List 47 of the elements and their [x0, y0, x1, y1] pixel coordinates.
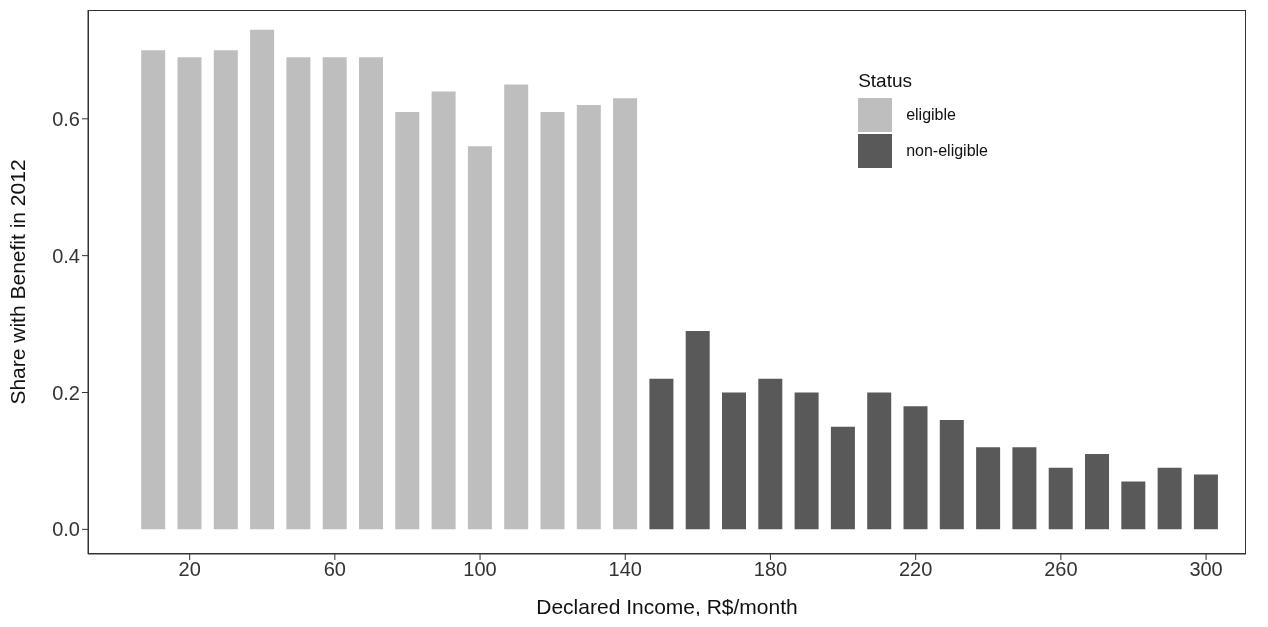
- bar: [177, 57, 202, 530]
- x-tick-label: 60: [323, 558, 346, 581]
- x-axis-title: Declared Income, R$/month: [536, 595, 798, 618]
- bar: [1012, 447, 1037, 530]
- x-tick-label: 220: [898, 558, 933, 581]
- bar: [867, 392, 892, 530]
- bar: [359, 57, 383, 530]
- bar: [939, 419, 964, 530]
- bar: [649, 378, 674, 530]
- x-tick-label: 180: [753, 558, 788, 581]
- bar: [976, 447, 1001, 530]
- bar: [794, 392, 819, 530]
- x-tick-label: 300: [1189, 558, 1223, 581]
- y-tick-label: 0.6: [52, 107, 80, 130]
- bar: [467, 146, 492, 530]
- legend-label: non-eligible: [906, 142, 988, 160]
- bar: [1157, 467, 1182, 530]
- bar: [141, 50, 166, 530]
- bar: [1048, 467, 1073, 530]
- x-tick-label: 260: [1044, 558, 1078, 581]
- bar: [685, 330, 710, 530]
- y-tick-label: 0.0: [52, 518, 80, 541]
- y-axis-title: Share with Benefit in 2012: [6, 159, 30, 405]
- bar: [213, 50, 238, 530]
- x-tick-label: 100: [463, 558, 497, 581]
- bar: [830, 426, 855, 530]
- bar: [504, 84, 529, 530]
- bar: [250, 29, 275, 530]
- bar: [1085, 454, 1110, 530]
- bar: [286, 57, 311, 530]
- bar: [576, 105, 601, 530]
- bar: [1193, 474, 1218, 530]
- bar: [431, 91, 456, 530]
- y-tick-label: 0.2: [52, 381, 80, 404]
- legend-title: Status: [858, 70, 914, 92]
- bar: [722, 392, 747, 530]
- x-tick-label: 20: [178, 558, 201, 581]
- x-tick-label: 140: [608, 558, 642, 581]
- bar: [903, 406, 928, 530]
- bar: [613, 98, 638, 530]
- bar: [395, 111, 420, 530]
- legend-label: eligible: [906, 106, 956, 124]
- bar: [540, 111, 565, 530]
- bar: [322, 57, 347, 530]
- bar: [1121, 481, 1146, 530]
- y-tick-label: 0.4: [52, 244, 80, 267]
- bar: [758, 378, 783, 530]
